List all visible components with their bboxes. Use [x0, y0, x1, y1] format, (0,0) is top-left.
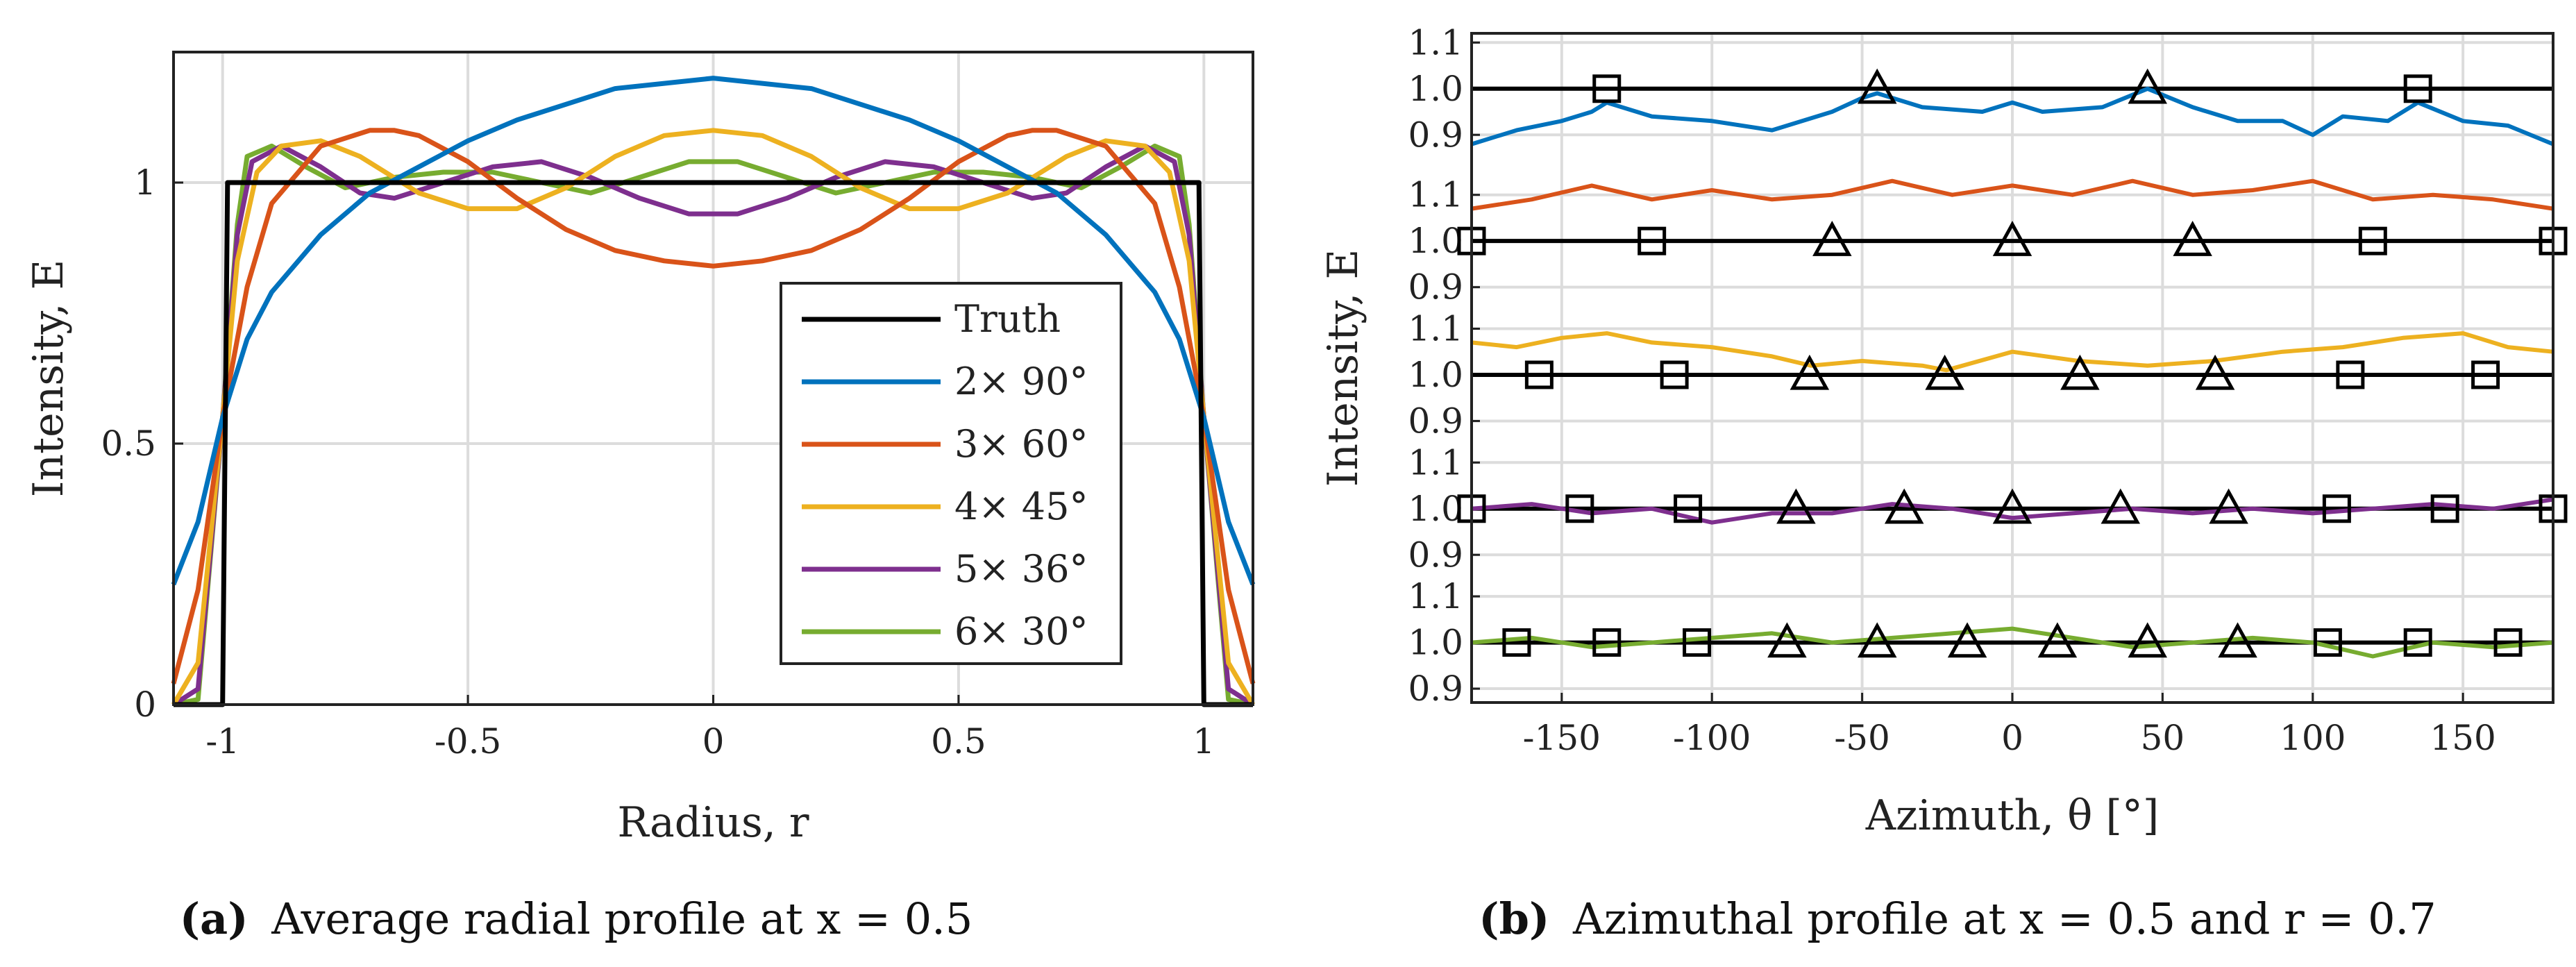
series-line: [1471, 331, 2554, 373]
square-marker: [2322, 494, 2351, 523]
triangle-marker: [2101, 488, 2141, 524]
legend-entry: 4× 45°: [954, 485, 1088, 528]
square-marker: [2493, 628, 2523, 657]
y-tick-label: 1.0: [1408, 623, 1463, 663]
x-tick-label: -0.5: [435, 721, 501, 762]
triangle-marker: [1790, 354, 1830, 390]
series-line: [1471, 86, 2554, 146]
x-tick-label: -100: [1673, 718, 1751, 758]
square-marker: [1592, 74, 1622, 103]
caption-b: (b) Azimuthal profile at x = 0.5 and r =…: [1479, 893, 2436, 944]
square-marker: [2358, 226, 2387, 255]
caption-b-text: Azimuthal profile at x = 0.5 and r = 0.7: [1572, 893, 2436, 944]
square-marker: [2313, 628, 2342, 657]
legend-entry: 3× 60°: [954, 422, 1088, 466]
square-marker: [1524, 360, 1554, 389]
y-tick-label: 1: [134, 162, 156, 203]
square-marker: [2471, 360, 2500, 389]
caption-b-tag: (b): [1479, 893, 1549, 944]
legend-entry: Truth: [954, 297, 1061, 341]
y-tick-label: 1.0: [1408, 221, 1463, 261]
x-tick-label: 1: [1193, 721, 1215, 762]
y-tick-label: 1.0: [1408, 355, 1463, 395]
x-tick-label: -1: [205, 721, 239, 762]
square-marker: [2336, 360, 2365, 389]
triangle-marker: [1884, 488, 1924, 524]
square-marker: [1660, 360, 1689, 389]
triangle-marker: [2128, 622, 2167, 658]
legend-entry: 5× 36°: [954, 547, 1088, 591]
square-marker: [1674, 494, 1703, 523]
triangle-marker: [2209, 488, 2248, 524]
triangle-marker: [2218, 622, 2257, 658]
square-marker: [2430, 494, 2459, 523]
triangle-marker: [1992, 221, 2032, 256]
triangle-marker: [2060, 354, 2100, 390]
y-tick-label: 0.9: [1408, 401, 1463, 441]
x-tick-label: 0: [2001, 718, 2023, 758]
square-marker: [2403, 628, 2432, 657]
triangle-marker: [2173, 221, 2212, 256]
triangle-marker: [2037, 622, 2078, 658]
panel-a-radial-profile: -1 -0.5 0 0.5 1 0 0.5 1 Radius, r Intensity, E Tru…: [24, 51, 1256, 847]
panel-b-azimuthal-profile: -150 -100 -50 0 50 100 1501.11.00.91.11.00.91.…: [1319, 22, 2568, 840]
square-marker: [1638, 226, 1667, 255]
y-tick-label: 0.9: [1408, 115, 1463, 155]
y-tick-label: 1.0: [1408, 69, 1463, 109]
caption-a-text: Average radial profile at x = 0.5: [271, 893, 973, 944]
triangle-marker: [1776, 488, 1816, 524]
y-axis-label: Intensity, E: [24, 260, 73, 498]
series-line: [171, 128, 1256, 684]
triangle-marker: [1992, 488, 2032, 524]
square-marker: [2403, 74, 2432, 103]
series-line: [1471, 626, 2554, 659]
square-marker: [1502, 628, 1531, 657]
square-marker: [1592, 628, 1622, 657]
y-tick-label: 1.1: [1408, 22, 1463, 62]
triangle-marker: [1767, 622, 1807, 658]
x-axis-label: Azimuth, θ [°]: [1865, 791, 2160, 840]
legend-entry: 2× 90°: [954, 360, 1088, 403]
y-tick-label: 1.1: [1408, 175, 1463, 215]
triangle-marker: [2195, 354, 2235, 390]
y-tick-label: 1.1: [1408, 308, 1463, 348]
triangle-marker: [1812, 221, 1852, 256]
caption-a: (a) Average radial profile at x = 0.5: [180, 893, 973, 944]
y-tick-label: 0: [134, 684, 156, 725]
series-line: [1471, 497, 2554, 525]
caption-a-tag: (a): [180, 893, 249, 944]
y-tick-label: 1.1: [1408, 442, 1463, 482]
triangle-marker: [1947, 622, 1987, 658]
y-tick-label: 0.9: [1408, 669, 1463, 709]
x-axis-label: Radius, r: [617, 798, 809, 847]
y-tick-label: 0.5: [101, 423, 156, 464]
triangle-marker: [1858, 622, 1897, 658]
legend-box: [780, 282, 1122, 665]
series-line: [173, 143, 1254, 707]
triangle-marker: [2128, 68, 2167, 104]
x-tick-label: -50: [1834, 718, 1890, 758]
x-tick-label: 0.5: [931, 721, 986, 762]
series-line: [171, 128, 1256, 706]
series-line: [171, 76, 1256, 586]
x-tick-label: 100: [2280, 718, 2346, 758]
y-tick-label: 0.9: [1408, 267, 1463, 308]
x-tick-label: 150: [2430, 718, 2495, 758]
y-tick-label: 0.9: [1408, 535, 1463, 575]
y-tick-label: 1.1: [1408, 576, 1463, 616]
plot-frame: [172, 51, 1254, 706]
series-line: [1471, 178, 2554, 211]
x-tick-label: -150: [1523, 718, 1601, 758]
triangle-marker: [1925, 354, 1964, 390]
legend-entry: 6× 30°: [954, 609, 1088, 653]
triangle-marker: [1858, 68, 1897, 104]
square-marker: [1565, 494, 1594, 523]
y-tick-label: 1.0: [1408, 489, 1463, 529]
square-marker: [1683, 628, 1712, 657]
x-tick-label: 0: [702, 721, 725, 762]
y-axis-label: Intensity, E: [1319, 249, 1367, 487]
x-tick-label: 50: [2141, 718, 2185, 758]
plot-frame: [1470, 32, 2554, 704]
